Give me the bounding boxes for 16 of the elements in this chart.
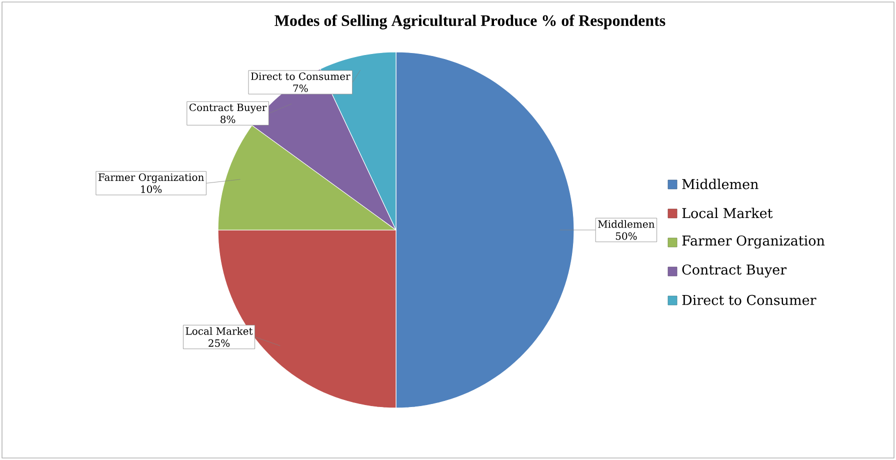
slice-label: Farmer Organization xyxy=(98,173,204,184)
legend-label: Direct to Consumer xyxy=(682,294,816,306)
legend-label: Contract Buyer xyxy=(682,264,787,278)
slice-label: Direct to Consumer xyxy=(251,72,350,80)
data-label: 8% xyxy=(220,116,236,124)
legend-label: Local Market xyxy=(682,208,773,218)
data-label: 7% xyxy=(293,84,308,92)
data-label: 10% xyxy=(141,185,162,193)
slice-label: Middlemen xyxy=(598,220,655,228)
slice-label: Contract Buyer xyxy=(189,104,267,114)
legend-label: Farmer Organization xyxy=(682,235,825,248)
data-label: 25% xyxy=(208,339,230,347)
data-label: 50% xyxy=(616,232,637,240)
chart-title: Modes of Selling Agricultural Produce % of Respondents xyxy=(274,14,666,30)
legend-label: Middlemen xyxy=(682,178,758,190)
slice-label: Local Market xyxy=(186,327,253,335)
